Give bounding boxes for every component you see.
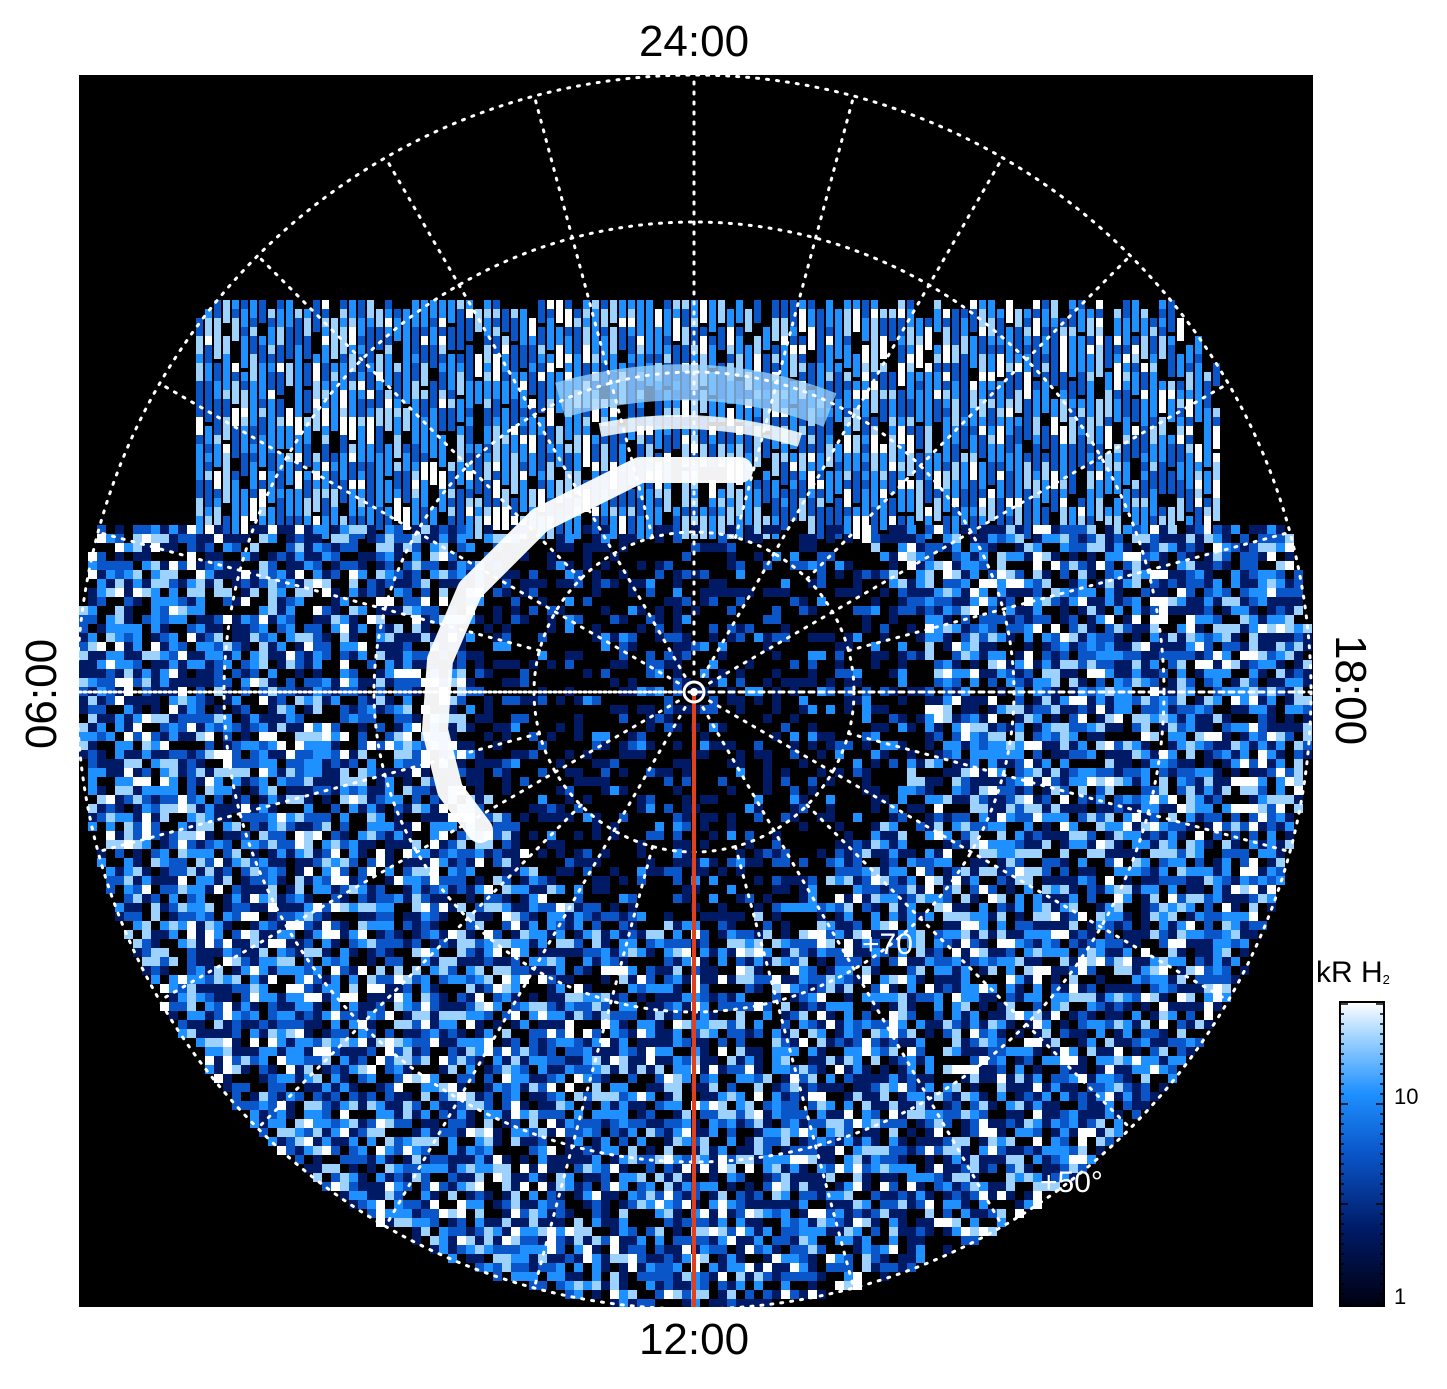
local-time-label-noon: 12:00 (639, 1318, 749, 1362)
colorbar (1340, 1002, 1384, 1306)
colorbar-title-subscript: 2 (1383, 972, 1390, 987)
colorbar-tick-10: 10 (1394, 1086, 1418, 1108)
local-time-label-dawn: 06:00 (20, 639, 64, 749)
latitude-label-70: +70 (862, 930, 913, 960)
colorbar-title: kR H2 (1316, 958, 1390, 988)
local-time-label-dusk: 18:00 (1328, 635, 1372, 745)
latitude-label-50: +50° (1040, 1168, 1103, 1198)
local-time-label-midnight: 24:00 (639, 20, 749, 64)
colorbar-tick-1: 1 (1394, 1286, 1406, 1308)
colorbar-title-text: kR H (1316, 956, 1383, 989)
